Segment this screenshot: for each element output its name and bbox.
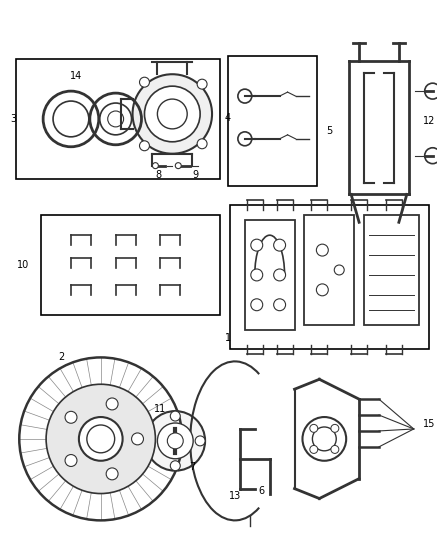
Circle shape (316, 284, 328, 296)
Circle shape (145, 86, 200, 142)
Text: 2: 2 (58, 352, 64, 362)
Circle shape (251, 239, 263, 251)
Text: 3: 3 (10, 114, 16, 124)
Circle shape (274, 239, 286, 251)
Circle shape (195, 436, 205, 446)
Circle shape (425, 83, 438, 99)
Circle shape (79, 417, 123, 461)
Text: 10: 10 (17, 260, 29, 270)
Bar (16, 59, 220, 179)
Text: 13: 13 (229, 490, 241, 500)
Bar (228, 56, 318, 185)
Circle shape (175, 163, 181, 168)
Circle shape (197, 79, 207, 89)
Circle shape (316, 244, 328, 256)
Circle shape (274, 299, 286, 311)
Circle shape (140, 141, 149, 151)
Circle shape (145, 411, 205, 471)
Circle shape (251, 269, 263, 281)
Circle shape (53, 101, 89, 137)
Text: 12: 12 (423, 116, 435, 126)
Text: 6: 6 (259, 486, 265, 496)
Circle shape (170, 461, 180, 471)
Text: 7: 7 (189, 462, 195, 472)
Text: 15: 15 (423, 419, 435, 429)
Bar (230, 205, 429, 350)
Bar (304, 215, 354, 325)
Circle shape (238, 89, 252, 103)
Circle shape (331, 446, 339, 454)
Bar (245, 220, 294, 329)
Circle shape (145, 436, 155, 446)
Circle shape (100, 103, 131, 135)
Circle shape (106, 468, 118, 480)
Circle shape (152, 163, 159, 168)
Circle shape (334, 265, 344, 275)
Text: 5: 5 (326, 126, 332, 136)
Circle shape (331, 424, 339, 432)
Circle shape (167, 433, 183, 449)
Text: 11: 11 (154, 404, 166, 414)
Text: 8: 8 (155, 169, 162, 180)
Bar (364, 215, 419, 325)
Circle shape (425, 148, 438, 164)
Circle shape (310, 424, 318, 432)
Circle shape (108, 111, 124, 127)
Bar (41, 215, 220, 314)
Circle shape (310, 446, 318, 454)
Circle shape (157, 423, 193, 459)
Text: 14: 14 (70, 71, 82, 81)
Text: 4: 4 (225, 113, 231, 123)
Circle shape (197, 139, 207, 149)
Circle shape (274, 269, 286, 281)
Circle shape (157, 99, 187, 129)
Circle shape (87, 425, 115, 453)
Circle shape (106, 398, 118, 410)
Text: 9: 9 (192, 169, 198, 180)
Circle shape (131, 433, 144, 445)
Circle shape (170, 411, 180, 421)
Circle shape (140, 77, 149, 87)
Circle shape (65, 455, 77, 466)
Circle shape (251, 299, 263, 311)
Circle shape (133, 74, 212, 154)
Circle shape (46, 384, 155, 494)
Text: 1: 1 (225, 333, 231, 343)
Circle shape (65, 411, 77, 423)
Circle shape (238, 132, 252, 146)
Circle shape (312, 427, 336, 451)
Circle shape (303, 417, 346, 461)
